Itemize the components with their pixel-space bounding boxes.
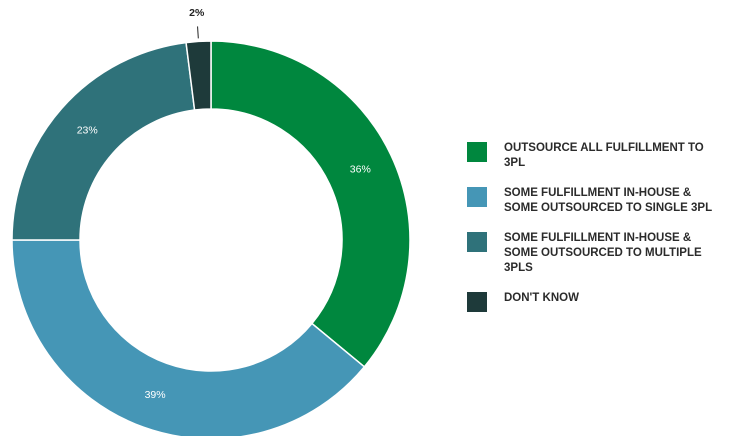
legend-label: SOME FULFILLMENT IN-HOUSE & SOME OUTSOUR… <box>504 232 702 274</box>
legend-item-outsource-all: OUTSOURCE ALL FULFILLMENT TO 3PL <box>467 141 737 171</box>
leader-line <box>197 26 199 39</box>
slice-single-3pl <box>11 239 366 436</box>
slice-multiple-3pls <box>11 41 196 241</box>
legend-item-single-3pl: SOME FULFILLMENT IN-HOUSE & SOME OUTSOUR… <box>467 186 737 216</box>
slice-value-label: 2% <box>189 7 205 19</box>
slice-value-label: 36% <box>350 164 371 176</box>
slice-value-label: 39% <box>145 389 166 401</box>
slice-value-label: 23% <box>77 125 98 137</box>
slice-outsource-all <box>210 40 411 368</box>
legend-swatch <box>467 292 487 312</box>
legend-label: SOME FULFILLMENT IN-HOUSE & SOME OUTSOUR… <box>504 187 713 214</box>
legend-swatch <box>467 232 487 252</box>
legend-item-multiple-3pls: SOME FULFILLMENT IN-HOUSE & SOME OUTSOUR… <box>467 231 737 276</box>
slice-dont-know <box>185 40 212 111</box>
legend-label: DON'T KNOW <box>504 292 579 304</box>
legend-label: OUTSOURCE ALL FULFILLMENT TO 3PL <box>504 142 704 169</box>
legend-item-dont-know: DON'T KNOW <box>467 291 737 312</box>
legend-swatch <box>467 187 487 207</box>
legend: OUTSOURCE ALL FULFILLMENT TO 3PL SOME FU… <box>467 141 737 326</box>
legend-swatch <box>467 142 487 162</box>
